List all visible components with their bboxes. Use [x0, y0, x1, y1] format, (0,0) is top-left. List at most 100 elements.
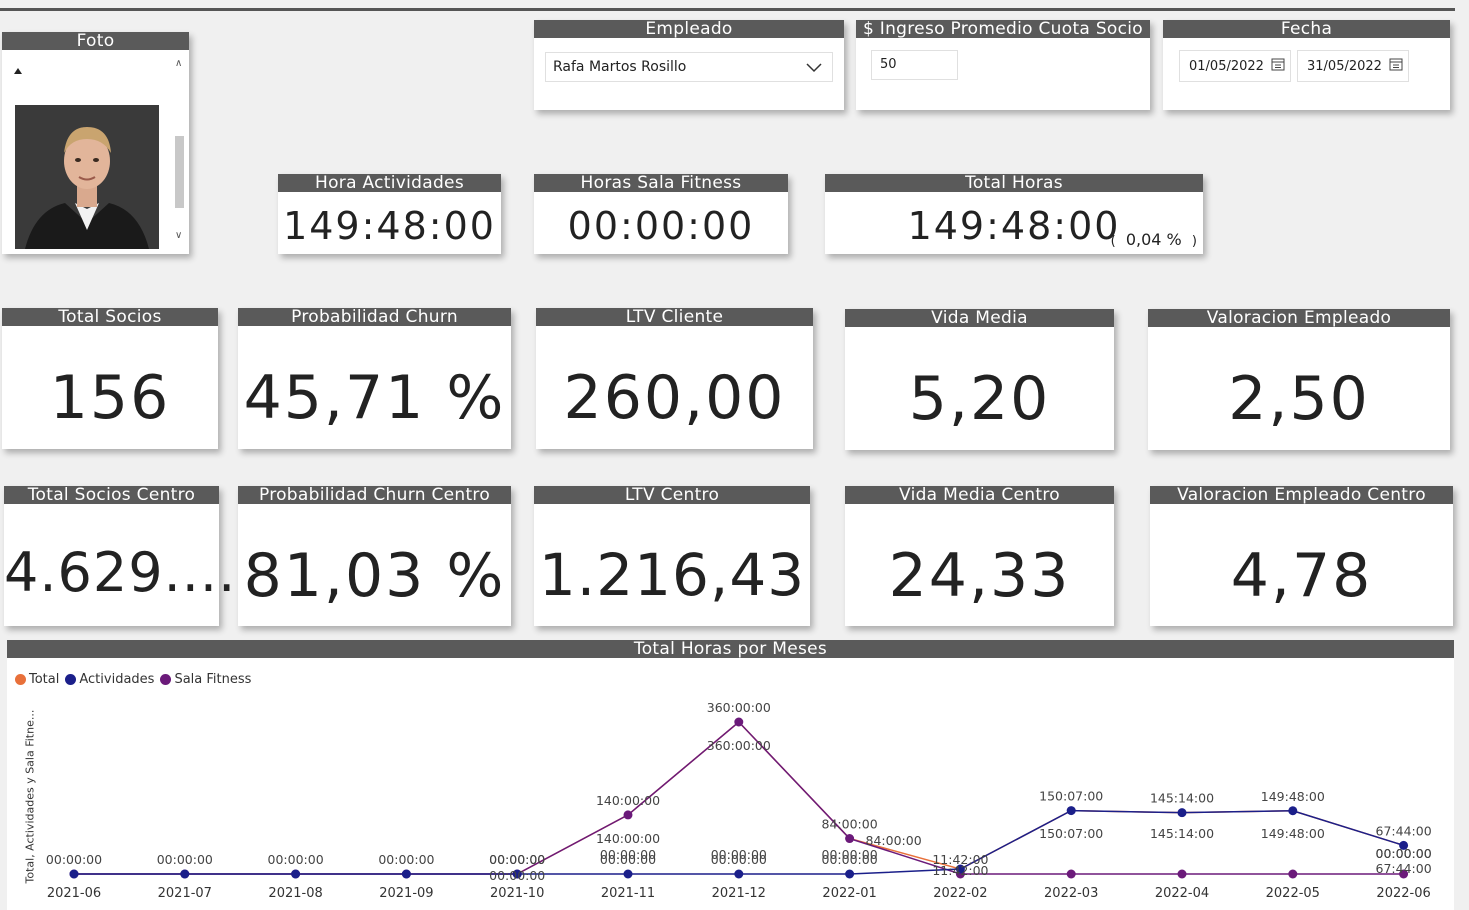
kpi-value: 5,20	[908, 364, 1051, 434]
kpi-title: Vida Media Centro	[845, 486, 1114, 504]
data-point[interactable]	[69, 869, 79, 879]
data-label: 360:00:00	[707, 700, 771, 715]
data-point[interactable]	[1399, 840, 1409, 850]
data-point[interactable]	[401, 869, 411, 879]
chart-legend: Total Actividades Sala Fitness	[15, 672, 251, 687]
data-label: 84:00:00	[866, 833, 922, 848]
legend-dot-actividades	[65, 674, 77, 685]
kpi-valoracion-card: Valoracion Empleado 2,50	[1148, 309, 1450, 450]
scroll-up-arrow-icon[interactable]	[14, 68, 22, 74]
data-label: 00:00:00	[1376, 846, 1432, 861]
data-point[interactable]	[845, 869, 855, 879]
employee-dropdown[interactable]: Rafa Martos Rosillo	[545, 52, 833, 82]
employee-slicer-title: Empleado	[534, 20, 844, 38]
start-date-value: 01/05/2022	[1189, 59, 1264, 74]
kpi-title: Valoracion Empleado Centro	[1150, 486, 1453, 504]
kpi-value: 24,33	[888, 541, 1071, 611]
income-input[interactable]: 50	[871, 50, 958, 80]
kpi-value: 1.216,43	[538, 541, 806, 609]
data-label: 00:00:00	[378, 852, 434, 867]
data-label: 360:00:00	[707, 738, 771, 753]
data-label: 00:00:00	[1376, 846, 1432, 861]
data-label: 150:07:00	[1039, 789, 1103, 804]
top-divider	[0, 8, 1455, 11]
data-point[interactable]	[955, 864, 965, 874]
calendar-icon[interactable]	[1271, 57, 1285, 71]
legend-item-total[interactable]: Total	[15, 672, 59, 687]
data-point[interactable]	[1399, 869, 1409, 879]
data-point[interactable]	[180, 869, 190, 879]
x-tick-label: 2021-09	[379, 886, 433, 901]
photo-card: Foto ∧ ∨	[2, 32, 189, 254]
x-tick-label: 2022-01	[822, 886, 876, 901]
data-point[interactable]	[1177, 808, 1187, 818]
data-point[interactable]	[845, 834, 855, 844]
kpi-valoracion-centro-card: Valoracion Empleado Centro 4,78	[1150, 486, 1453, 626]
data-label: 145:14:00	[1150, 826, 1214, 841]
employee-photo	[15, 105, 159, 249]
date-slicer-card: Fecha 01/05/2022 31/05/2022	[1163, 20, 1450, 110]
kpi-value: 2,50	[1228, 364, 1370, 434]
kpi-churn-card: Probabilidad Churn 45,71 %	[238, 308, 511, 449]
data-label: 00:00:00	[46, 852, 102, 867]
x-tick-label: 2022-06	[1376, 886, 1430, 901]
end-date-input[interactable]: 31/05/2022	[1297, 50, 1409, 82]
scrollbar-thumb[interactable]	[175, 136, 184, 208]
photo-title: Foto	[2, 32, 189, 50]
scrollbar[interactable]: ∧ ∨	[174, 52, 186, 252]
hours-fitness-title: Horas Sala Fitness	[534, 174, 788, 192]
data-label: 00:00:00	[268, 852, 324, 867]
data-point[interactable]	[1288, 806, 1298, 816]
kpi-title: Valoracion Empleado	[1148, 309, 1450, 327]
income-slicer-title: $ Ingreso Promedio Cuota Socio	[856, 20, 1150, 38]
data-label: 00:00:00	[822, 847, 878, 862]
hours-chart: Total Horas por Meses Total Actividades …	[7, 640, 1454, 910]
data-point[interactable]	[512, 869, 522, 879]
x-tick-label: 2021-07	[158, 886, 212, 901]
kpi-value: 4,78	[1230, 541, 1373, 611]
data-label: 11:42:00	[932, 863, 988, 878]
data-label: 140:00:00	[596, 793, 660, 808]
kpi-churn-centro-card: Probabilidad Churn Centro 81,03 %	[238, 486, 511, 626]
kpi-title: LTV Centro	[534, 486, 810, 504]
start-date-input[interactable]: 01/05/2022	[1179, 50, 1291, 82]
income-slicer-card: $ Ingreso Promedio Cuota Socio 50	[856, 20, 1150, 110]
data-label: 150:07:00	[1039, 826, 1103, 841]
kpi-total-socios-card: Total Socios 156	[2, 308, 218, 449]
calendar-icon[interactable]	[1389, 57, 1403, 71]
x-tick-label: 2021-08	[268, 886, 322, 901]
data-label: 140:00:00	[596, 831, 660, 846]
kpi-socios-centro-card: Total Socios Centro 4.629....	[4, 486, 235, 626]
data-label: 00:00:00	[489, 852, 545, 867]
employee-dropdown-value: Rafa Martos Rosillo	[553, 59, 687, 75]
data-point[interactable]	[1288, 869, 1298, 879]
data-point[interactable]	[291, 869, 301, 879]
data-label: 145:14:00	[1150, 791, 1214, 806]
data-label: 00:00:00	[600, 847, 656, 862]
chart-title: Total Horas por Meses	[7, 640, 1454, 658]
scrollbar-down-icon[interactable]: ∨	[175, 230, 183, 241]
data-point[interactable]	[1177, 869, 1187, 879]
data-point[interactable]	[1066, 806, 1076, 816]
data-label: 00:00:00	[489, 852, 545, 867]
hours-activities-title: Hora Actividades	[278, 174, 501, 192]
scrollbar-up-icon[interactable]: ∧	[175, 58, 183, 69]
kpi-title: Total Socios	[2, 308, 218, 326]
chevron-down-icon[interactable]	[806, 63, 822, 73]
hours-activities-card: Hora Actividades 149:48:00	[278, 174, 501, 254]
data-point[interactable]	[623, 810, 633, 820]
date-slicer-title: Fecha	[1163, 20, 1450, 38]
hours-fitness-card: Horas Sala Fitness 00:00:00	[534, 174, 788, 254]
data-point[interactable]	[734, 717, 744, 727]
kpi-value: 81,03 %	[243, 541, 506, 611]
x-tick-label: 2022-05	[1266, 886, 1320, 901]
employee-slicer-card: Empleado Rafa Martos Rosillo	[534, 20, 844, 110]
legend-item-sala-fitness[interactable]: Sala Fitness	[160, 672, 251, 687]
data-point[interactable]	[1066, 869, 1076, 879]
legend-item-actividades[interactable]: Actividades	[65, 672, 154, 687]
data-point[interactable]	[623, 869, 633, 879]
x-tick-label: 2022-03	[1044, 886, 1098, 901]
hours-activities-value: 149:48:00	[283, 204, 496, 248]
data-point[interactable]	[734, 869, 744, 879]
x-tick-label: 2021-12	[712, 886, 766, 901]
